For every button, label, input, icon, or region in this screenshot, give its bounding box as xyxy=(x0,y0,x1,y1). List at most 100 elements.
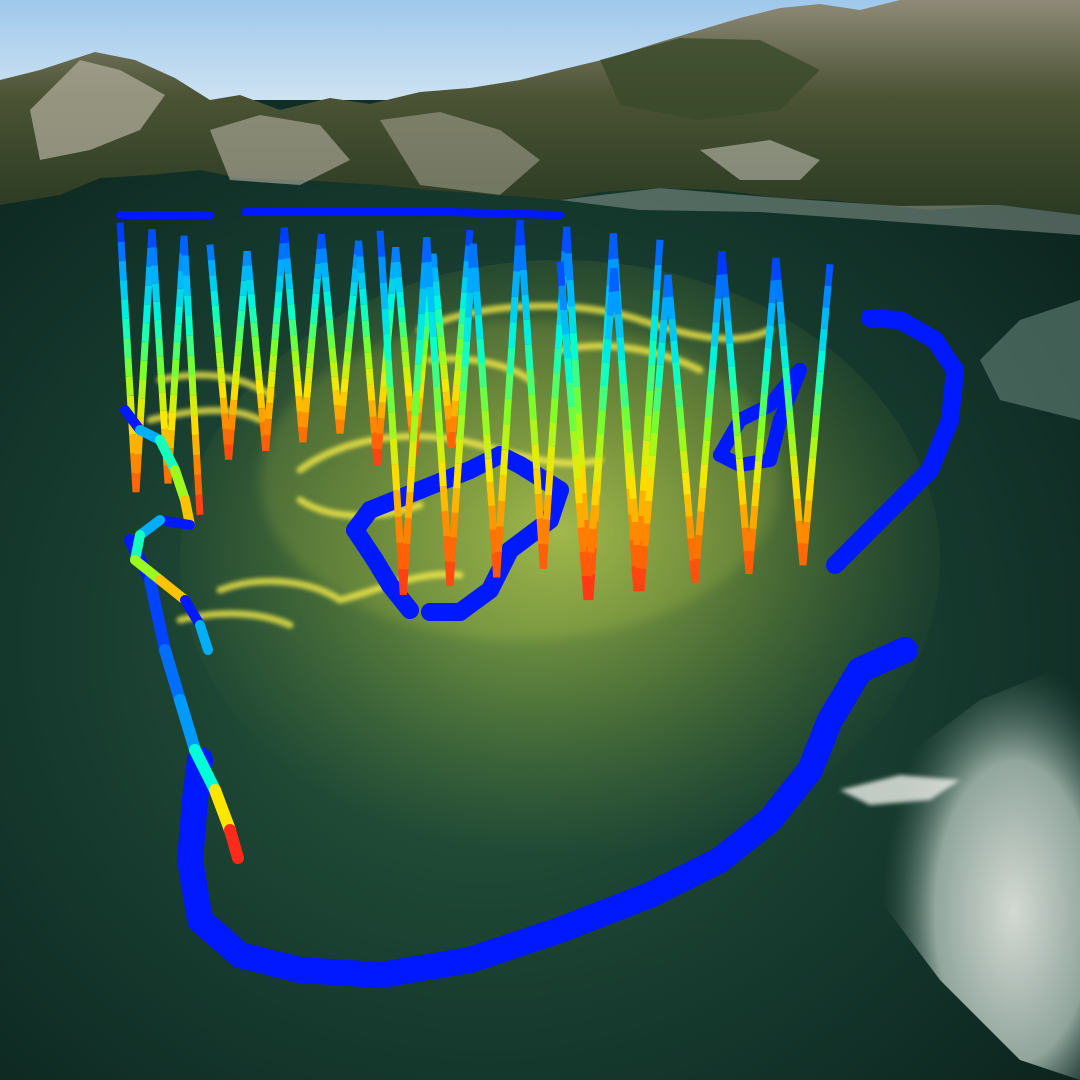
track-segment-yoyo-central xyxy=(476,338,486,364)
track-segment-yoyo-west xyxy=(268,354,278,372)
track-segment-yoyo-central xyxy=(474,314,484,340)
track-segment-yoyo-west xyxy=(373,448,382,466)
track-segment-yoyo-west xyxy=(336,419,345,434)
track-segment-yoyo-east xyxy=(778,323,788,347)
track-segment-yoyo-east xyxy=(637,568,647,592)
track-segment-yoyo-west xyxy=(219,397,229,414)
track-segment-yoyo-west xyxy=(337,405,347,421)
track-segment-yoyo-east xyxy=(712,298,722,323)
track-segment-yoyo-west xyxy=(327,333,336,349)
track-segment-yoyo-west xyxy=(455,338,465,355)
track-segment-yoyo-central xyxy=(511,270,521,298)
track-segment-yoyo-west xyxy=(451,385,461,402)
track-segment-yoyo-central xyxy=(426,286,436,313)
track-segment-yoyo-edge xyxy=(138,379,147,399)
track-segment-yoyo-central xyxy=(649,314,659,341)
track-segment-yoyo-central xyxy=(541,519,551,545)
track-segment-yoyo-central xyxy=(488,505,497,530)
track-segment-yoyo-edge xyxy=(153,301,162,321)
track-segment-yoyo-west xyxy=(310,308,319,324)
track-segment-yoyo-west xyxy=(308,322,317,339)
track-segment-left-wiggle xyxy=(155,575,190,605)
track-segment-yoyo-edge xyxy=(174,306,183,325)
track-segment-yoyo-central xyxy=(554,324,564,350)
track-segment-yoyo-west xyxy=(246,279,255,295)
track-segment-yoyo-central xyxy=(533,468,542,495)
track-segment-yoyo-east xyxy=(679,450,689,474)
track-segment-yoyo-central xyxy=(466,267,476,293)
track-segment-left-column xyxy=(174,694,201,756)
track-segment-yoyo-west xyxy=(313,263,323,280)
track-segment-yoyo-east xyxy=(670,340,680,364)
track-segment-yoyo-edge xyxy=(170,377,179,396)
track-segment-yoyo-east xyxy=(753,460,763,484)
track-segment-yoyo-east xyxy=(595,433,604,459)
track-segment-yoyo-west xyxy=(317,233,327,249)
track-segment-yoyo-east xyxy=(589,504,599,530)
track-segment-yoyo-central xyxy=(636,515,646,542)
track-segment-yoyo-edge xyxy=(157,374,166,393)
track-segment-yoyo-east xyxy=(583,576,593,601)
track-segment-yoyo-west xyxy=(364,352,373,369)
track-segment-yoyo-central xyxy=(461,341,471,367)
track-segment-yoyo-east xyxy=(772,257,782,281)
track-segment-yoyo-central xyxy=(423,236,432,263)
track-segment-yoyo-east xyxy=(747,528,757,552)
track-segment-yoyo-edge xyxy=(149,247,158,266)
track-segment-yoyo-east xyxy=(566,382,576,407)
track-segment-yoyo-east xyxy=(745,551,755,575)
track-segment-yoyo-west xyxy=(311,293,320,309)
track-segment-yoyo-west xyxy=(443,405,453,421)
track-segment-yoyo-central xyxy=(644,390,654,416)
track-segment-yoyo-west xyxy=(459,292,469,309)
track-segment-yoyo-edge xyxy=(140,341,149,361)
track-segment-yoyo-west xyxy=(388,277,397,295)
track-segment-yoyo-central xyxy=(394,516,404,544)
track-segment-yoyo-west xyxy=(264,402,274,420)
track-segment-yoyo-east xyxy=(614,314,624,338)
track-segment-yoyo-east xyxy=(651,410,660,434)
track-segment-yoyo-east xyxy=(597,410,606,435)
track-segment-yoyo-east xyxy=(600,362,610,387)
track-segment-yoyo-central xyxy=(386,386,396,413)
track-segment-yoyo-central xyxy=(483,434,492,459)
track-segment-yoyo-east xyxy=(786,411,795,434)
track-segment-yoyo-central xyxy=(441,511,451,537)
track-segment-yoyo-west xyxy=(348,295,357,310)
track-segment-yoyo-central xyxy=(513,245,522,272)
track-segment-yoyo-east xyxy=(739,504,749,529)
track-segment-yoyo-east xyxy=(732,412,741,436)
track-segment-yoyo-central xyxy=(548,421,557,447)
track-segment-yoyo-east xyxy=(795,520,805,544)
track-segment-yoyo-east xyxy=(816,349,826,373)
track-segment-outer-loop xyxy=(457,917,573,973)
track-segment-yoyo-east xyxy=(604,315,614,340)
track-segment-yoyo-central xyxy=(506,347,516,374)
track-segment-left-wiggle xyxy=(195,620,213,655)
track-segment-yoyo-central xyxy=(578,466,587,494)
track-segment-yoyo-east xyxy=(782,367,792,390)
track-segment-yoyo-west xyxy=(440,364,449,379)
track-segment-yoyo-east xyxy=(570,430,579,456)
track-segment-right-loop xyxy=(861,309,909,329)
vehicle-track-layer xyxy=(116,208,964,988)
track-segment-yoyo-west xyxy=(247,293,256,309)
track-segment-yoyo-east xyxy=(799,543,809,566)
track-segment-yoyo-east xyxy=(805,478,815,502)
track-segment-yoyo-edge xyxy=(188,375,197,396)
track-segment-left-wiggle xyxy=(130,555,165,585)
track-segment-yoyo-edge xyxy=(190,414,199,436)
track-segment-yoyo-east xyxy=(764,325,774,349)
track-segment-yoyo-east xyxy=(624,429,633,454)
track-segment-yoyo-central xyxy=(523,319,532,345)
track-segment-yoyo-east xyxy=(674,384,684,408)
track-segment-yoyo-edge xyxy=(133,454,142,474)
track-segment-yoyo-east xyxy=(654,364,664,389)
track-segment-yoyo-east xyxy=(811,414,820,437)
track-segment-yoyo-west xyxy=(238,295,247,312)
track-segment-yoyo-east xyxy=(627,475,637,500)
track-segment-yoyo-east xyxy=(641,523,651,547)
track-segment-yoyo-west xyxy=(422,311,432,327)
